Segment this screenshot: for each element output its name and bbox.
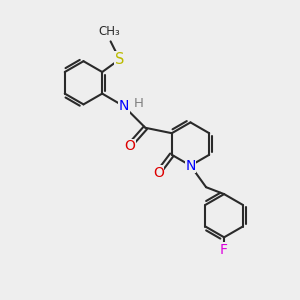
Text: H: H — [134, 97, 143, 110]
Text: O: O — [153, 166, 164, 180]
Text: CH₃: CH₃ — [98, 25, 120, 38]
Text: N: N — [185, 159, 196, 172]
Text: S: S — [115, 52, 124, 67]
Text: N: N — [118, 99, 129, 113]
Text: O: O — [124, 140, 135, 153]
Text: F: F — [220, 243, 228, 257]
